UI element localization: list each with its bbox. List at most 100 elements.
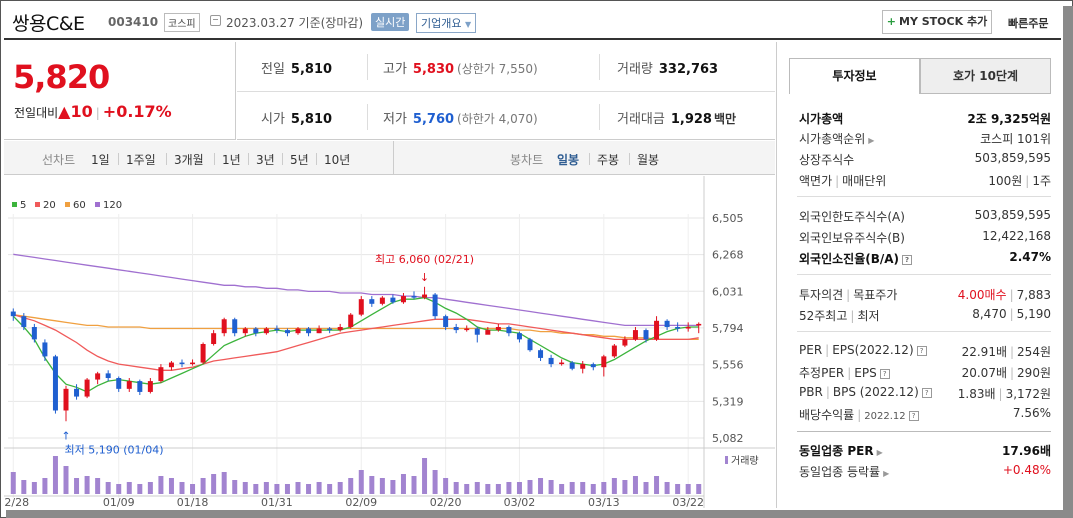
- volume-bar: [221, 472, 227, 494]
- candle-body: [242, 328, 248, 334]
- help-icon[interactable]: ?: [879, 368, 890, 379]
- corp-info-dropdown[interactable]: 기업개요 ▼: [416, 13, 477, 33]
- stats-row-1: 전일 5,810 고가 5,830 (상한가 7,550) 거래량 332,763: [237, 42, 775, 91]
- info-key: 액면가 | 매매단위: [799, 172, 886, 189]
- period-tab-10y[interactable]: 10년: [324, 153, 351, 167]
- info-row[interactable]: 시가총액순위 ▶ 코스피 101위: [799, 128, 1051, 148]
- line-chart-label[interactable]: 선차트: [42, 153, 76, 167]
- info-row: 외국인소진율(B/A)? 2.47%: [799, 248, 1051, 268]
- mystock-add-button[interactable]: + MY STOCK 추가: [882, 10, 992, 34]
- period-tab-1w[interactable]: 1주일: [126, 153, 156, 167]
- period-tab-1y[interactable]: 1년: [222, 153, 241, 167]
- candle-chart-label[interactable]: 봉차트: [510, 153, 544, 167]
- info-row[interactable]: 동일업종 PER ▶ 17.96배: [799, 440, 1051, 460]
- down-arrow-icon: ↓: [420, 271, 429, 284]
- candle-body: [327, 328, 333, 331]
- stock-name[interactable]: 쌍용C&E: [12, 13, 85, 35]
- volume-bar: [263, 482, 269, 494]
- info-value-1: 1.83배: [957, 387, 996, 401]
- help-icon[interactable]: ?: [921, 387, 932, 398]
- candle-tab-monthly[interactable]: 월봉: [637, 153, 660, 167]
- high-label: 고가: [383, 62, 407, 77]
- info-value-1: 4.00매수: [957, 288, 1007, 302]
- info-key-2: EPS: [854, 366, 877, 380]
- volume-bar: [527, 480, 533, 494]
- candle-body: [147, 381, 153, 392]
- candle-body: [411, 296, 417, 298]
- volume-bar: [158, 476, 164, 494]
- info-value: 1.83배 | 3,172원: [958, 385, 1051, 402]
- amount-value: 1,928: [670, 112, 712, 127]
- high-price: 고가 5,830 (상한가 7,550): [383, 58, 538, 77]
- current-price: 5,820: [13, 58, 110, 96]
- realtime-button[interactable]: 실시간: [371, 13, 410, 31]
- info-key: 배당수익률 | 2022.12?: [799, 406, 919, 423]
- help-icon[interactable]: ?: [902, 254, 913, 265]
- candle-body: [52, 356, 58, 411]
- stats-row-2: 시가 5,810 저가 5,760 (하한가 4,070) 거래대금 1,928 백만: [237, 91, 775, 140]
- volume-bar: [52, 456, 58, 494]
- period-tab-5y[interactable]: 5년: [290, 153, 309, 167]
- quick-order-link[interactable]: 빠른주문: [1008, 17, 1049, 30]
- volume: 거래량 332,763: [617, 58, 718, 77]
- lower-limit: (하한가 4,070): [457, 112, 538, 126]
- info-row: 배당수익률 | 2022.12? 7.56%: [799, 404, 1051, 424]
- candle-body: [232, 319, 238, 334]
- info-key: 시가총액순위 ▶: [799, 130, 874, 147]
- info-key: 외국인한도주식수(A): [799, 210, 905, 224]
- tab-orderbook[interactable]: 호가 10단계: [920, 58, 1051, 94]
- info-key-1: PER: [799, 343, 823, 357]
- info-key-2: 목표주가: [853, 288, 898, 302]
- volume-bar: [42, 478, 48, 494]
- help-icon[interactable]: ?: [916, 345, 927, 356]
- candle-body: [348, 314, 354, 327]
- info-row[interactable]: 동일업종 등락률 ▶ +0.48%: [799, 461, 1051, 481]
- candle-body: [400, 296, 406, 303]
- candle-body: [158, 367, 164, 382]
- candlestick-chart[interactable]: 5 20 60 120 6,505 6,268 6,031 5,794 5,556 5,319 5,…: [4, 176, 775, 508]
- info-key: 투자의견 | 목표주가: [799, 286, 897, 303]
- volume-bar: [253, 484, 259, 494]
- date-value: 2023.03.27: [226, 16, 295, 30]
- volume-bar: [411, 476, 417, 494]
- volume-bar: [211, 474, 217, 494]
- tab-invest-info[interactable]: 투자정보: [789, 58, 920, 94]
- volume-bar: [538, 478, 544, 494]
- info-value: 22.91배 | 254원: [962, 343, 1051, 360]
- info-value: 12,422,168: [982, 229, 1051, 243]
- candle-tab-weekly[interactable]: 주봉: [597, 153, 620, 167]
- volume-bar: [379, 478, 385, 494]
- period-bar: 선차트 1일 1주일 3개월 1년 3년 5년 10년 봉차트 일봉 주봉 월봉: [4, 141, 775, 175]
- candle-body: [538, 350, 544, 358]
- divider: |: [835, 174, 840, 188]
- volume-bar: [654, 476, 660, 494]
- candle-body: [569, 362, 575, 369]
- change-percent: +0.17%: [102, 102, 172, 121]
- help-icon[interactable]: ?: [908, 410, 919, 421]
- price-change: 전일대비▲10 | +0.17%: [14, 102, 172, 121]
- legend-swatch: [12, 202, 17, 207]
- candle-body: [137, 381, 143, 392]
- info-key: 동일업종 PER ▶: [799, 442, 883, 459]
- divider: |: [1009, 288, 1014, 302]
- legend-swatch: [65, 202, 70, 207]
- info-key-1: 투자의견: [799, 288, 844, 302]
- info-row: 액면가 | 매매단위 100원 | 1주: [799, 170, 1051, 190]
- volume-bar: [126, 482, 132, 494]
- ma5-line: [12, 296, 699, 393]
- period-tab-1d[interactable]: 1일: [91, 153, 110, 167]
- info-key: 52주최고 | 최저: [799, 307, 880, 324]
- volume-bar: [443, 478, 449, 494]
- candle-body: [516, 333, 522, 340]
- divider: [599, 104, 600, 130]
- info-key: 외국인보유주식수(B): [799, 231, 905, 245]
- info-key-1: PBR: [799, 385, 823, 399]
- period-tab-3m[interactable]: 3개월: [174, 153, 204, 167]
- candle-body: [316, 328, 322, 334]
- max-price-label: 최고 6,060 (02/21): [375, 253, 474, 266]
- candle-tab-daily[interactable]: 일봉: [557, 153, 580, 167]
- section-divider: [797, 274, 1051, 275]
- up-triangle-icon: ▲: [58, 102, 71, 121]
- info-value: 17.96배: [1002, 444, 1051, 458]
- period-tab-3y[interactable]: 3년: [256, 153, 275, 167]
